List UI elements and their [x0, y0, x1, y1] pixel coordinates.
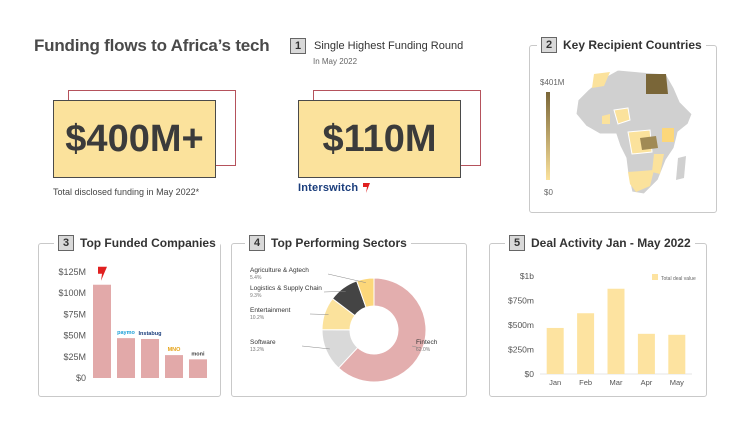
round-number-badge: 1 — [290, 38, 306, 54]
country-ghana — [602, 114, 610, 124]
company-logo-label: paymo — [117, 330, 135, 336]
deals-header: 5 Deal Activity Jan - May 2022 — [505, 235, 695, 251]
sector-pct-label: 62.0% — [416, 347, 431, 353]
interswitch-logo: Interswitch — [298, 182, 371, 194]
y-tick-label: $250m — [508, 345, 534, 355]
x-tick-label: Mar — [610, 378, 623, 387]
africa-map — [575, 69, 693, 195]
y-tick-label: $750m — [508, 296, 534, 306]
company-logo-label: Instabug — [139, 331, 162, 337]
deal-bar — [577, 313, 595, 374]
company-bar — [93, 284, 111, 378]
interswitch-mark-icon — [98, 266, 107, 281]
sector-leader-line — [323, 290, 346, 293]
deal-bar — [546, 327, 564, 374]
y-tick-label: $25M — [63, 352, 86, 362]
sector-leader-line — [301, 345, 330, 350]
x-tick-label: Apr — [641, 378, 653, 387]
y-tick-label: $0 — [525, 369, 535, 379]
company-bar — [141, 338, 159, 378]
countries-legend: $401M $0 — [540, 78, 570, 203]
deal-bar — [668, 334, 686, 374]
company-logo-label: moni — [191, 351, 205, 357]
sector-label: Agriculture & Agtech — [250, 267, 309, 274]
sector-label: Fintech — [416, 339, 438, 346]
legend-label: Total deal value — [661, 276, 696, 282]
y-tick-label: $75M — [63, 309, 86, 319]
sector-pct-label: 13.2% — [250, 347, 265, 353]
x-tick-label: Feb — [579, 378, 592, 387]
company-bar — [189, 359, 207, 378]
sector-leader-line — [309, 313, 329, 315]
round-header: 1 Single Highest Funding Round — [290, 38, 463, 54]
countries-header: 2 Key Recipient Countries — [537, 37, 706, 53]
companies-bar-chart: $0 $25M $50M $75M $100M $125M paymo Instabug MNO… — [58, 266, 207, 383]
y-tick-label: $500m — [508, 320, 534, 330]
deal-bar — [607, 288, 625, 374]
country-morocco — [592, 72, 610, 88]
sector-pct-label: 5.4% — [250, 275, 262, 281]
sector-label: Entertainment — [250, 307, 291, 314]
country-south-africa — [628, 170, 654, 192]
total-funding-value: $400M+ — [53, 100, 216, 178]
interswitch-logo-text: Interswitch — [298, 182, 359, 194]
country-egypt — [646, 74, 668, 94]
sectors-number-badge: 4 — [249, 235, 265, 251]
round-title: Single Highest Funding Round — [314, 40, 464, 52]
y-tick-label: $50M — [63, 331, 86, 341]
companies-number-badge: 3 — [58, 235, 74, 251]
round-subtitle: In May 2022 — [313, 57, 358, 66]
y-tick-label: $100M — [58, 288, 86, 298]
legend-max-label: $401M — [540, 78, 565, 87]
companies-title: Top Funded Companies — [80, 236, 216, 250]
deals-title: Deal Activity Jan - May 2022 — [531, 236, 691, 250]
legend-gradient-bar — [546, 92, 550, 180]
sector-pct-label: 9.3% — [250, 293, 262, 299]
y-tick-label: $1b — [520, 271, 534, 281]
sector-label: Software — [250, 339, 276, 346]
sector-slice — [356, 277, 375, 309]
x-tick-label: Jan — [549, 378, 561, 387]
country-madagascar — [676, 156, 686, 180]
sector-leader-line — [327, 273, 366, 283]
legend-swatch — [652, 274, 658, 280]
country-nigeria — [613, 107, 631, 125]
deal-bar — [637, 333, 655, 374]
company-bar — [165, 355, 183, 378]
y-tick-label: $0 — [76, 373, 86, 383]
sector-label: Logistics & Supply Chain — [250, 285, 322, 292]
sector-leader-line — [411, 345, 419, 348]
countries-number-badge: 2 — [541, 37, 557, 53]
x-tick-label: May — [670, 378, 684, 387]
sectors-header: 4 Top Performing Sectors — [245, 235, 411, 251]
deals-number-badge: 5 — [509, 235, 525, 251]
sector-pct-label: 10.2% — [250, 315, 265, 321]
interswitch-mark-icon — [363, 183, 371, 193]
legend-min-label: $0 — [544, 188, 553, 197]
total-funding-caption: Total disclosed funding in May 2022* — [53, 187, 200, 197]
country-kenya — [662, 128, 674, 142]
deals-bar-chart: $0 $250m $500m $750m $1b Jan Feb Mar Apr May Total… — [508, 271, 696, 387]
company-bar — [117, 338, 135, 378]
sectors-title: Top Performing Sectors — [271, 236, 407, 250]
round-value: $110M — [298, 100, 461, 178]
countries-title: Key Recipient Countries — [563, 38, 702, 52]
country-drc — [640, 136, 658, 150]
y-tick-label: $125M — [58, 267, 86, 277]
company-logo-label: MNO — [168, 347, 182, 353]
companies-header: 3 Top Funded Companies — [54, 235, 220, 251]
page-title: Funding flows to Africa’s tech — [34, 36, 270, 55]
sector-slice — [337, 277, 427, 383]
country-mozambique — [652, 154, 664, 174]
